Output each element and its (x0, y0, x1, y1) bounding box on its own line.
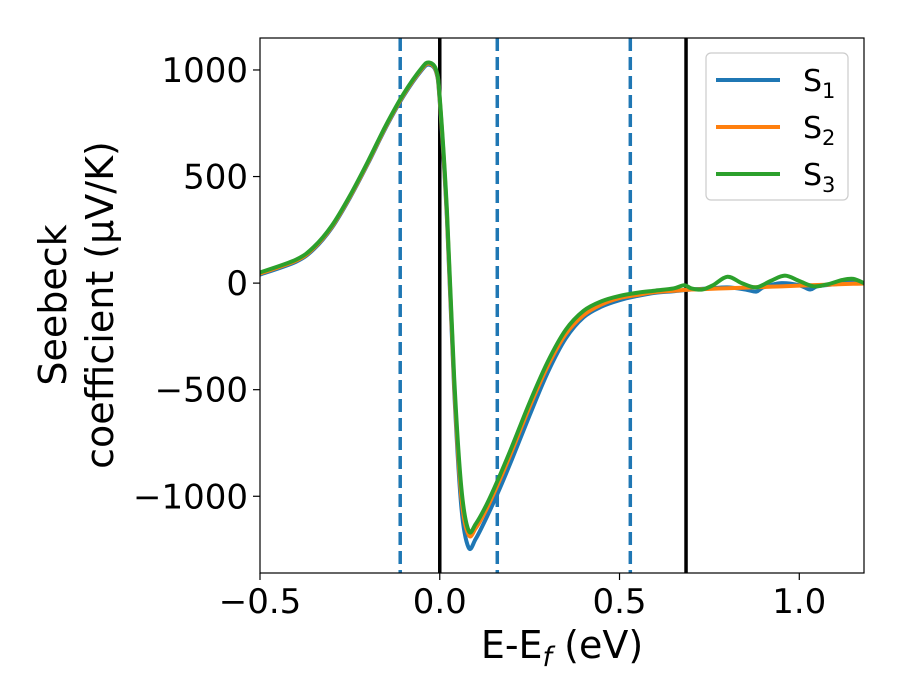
y-axis-label: Seebeck coefficient (μV/K) (31, 141, 122, 469)
y-axis-ticks: −1000 −500 0 500 1000 (133, 51, 260, 517)
legend-label-1: S1 (803, 64, 835, 103)
y-axis-label-line2: coefficient (μV/K) (78, 141, 122, 469)
y-tick-label: 500 (183, 158, 248, 198)
x-axis-label: E-Ef (eV) (481, 623, 643, 673)
x-tick-label: 0.5 (592, 582, 646, 622)
y-tick-label: −1000 (133, 477, 248, 517)
series-lines (260, 60, 864, 552)
legend-label-2: S2 (803, 111, 835, 150)
x-axis-ticks: −0.5 0.0 0.5 1.0 (219, 573, 826, 622)
y-axis-label-line1: Seebeck (31, 224, 75, 385)
y-tick-label: −500 (155, 371, 248, 411)
plot-frame (259, 37, 865, 574)
y-tick-label: 0 (226, 264, 248, 304)
y-tick-label: 1000 (161, 51, 248, 91)
x-tick-label: 0.0 (413, 582, 467, 622)
legend: S1 S2 S3 (705, 52, 849, 201)
x-tick-label: −0.5 (219, 582, 302, 622)
series-line-3 (260, 60, 864, 535)
x-tick-label: 1.0 (772, 582, 826, 622)
legend-label-3: S3 (803, 158, 835, 197)
